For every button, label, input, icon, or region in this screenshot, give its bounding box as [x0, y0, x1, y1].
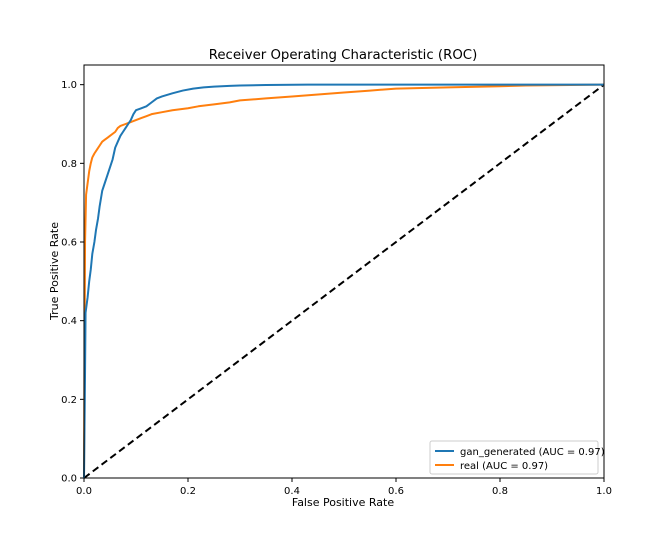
- y-axis-label: True Positive Rate: [48, 222, 61, 321]
- series-line-real: [83, 83, 605, 479]
- legend-label-gan-generated: gan_generated (AUC = 0.97): [460, 447, 605, 458]
- x-tick-label: 1.0: [596, 486, 612, 497]
- series-line-gan-generated: [83, 83, 604, 479]
- x-tick-label: 0.4: [284, 486, 300, 497]
- legend: gan_generated (AUC = 0.97) real (AUC = 0…: [429, 440, 605, 475]
- x-tick-label: 0.8: [492, 486, 508, 497]
- legend-label-real: real (AUC = 0.97): [460, 461, 548, 472]
- y-tick-label: 0.0: [61, 474, 77, 485]
- y-tick-label: 0.2: [61, 395, 77, 406]
- x-axis-label: False Positive Rate: [292, 496, 394, 509]
- x-tick-label: 0.2: [180, 486, 196, 497]
- y-tick-label: 0.6: [61, 238, 77, 249]
- axis-ticks: 0.0 0.2 0.4 0.6 0.8 1.0 0.0 0.2 0.4 0.6 0.8 1.0: [61, 80, 612, 497]
- plot-lines: [83, 83, 605, 479]
- chart-title: Receiver Operating Characteristic (ROC): [209, 48, 478, 63]
- legend-box: [429, 440, 599, 475]
- x-tick-label: 0.0: [76, 486, 92, 497]
- x-tick-label: 0.6: [388, 486, 404, 497]
- y-tick-label: 1.0: [61, 80, 77, 91]
- y-tick-label: 0.4: [61, 316, 77, 327]
- y-tick-label: 0.8: [61, 159, 77, 170]
- diagonal-reference-line: [83, 83, 605, 479]
- plot-frame: [83, 64, 605, 479]
